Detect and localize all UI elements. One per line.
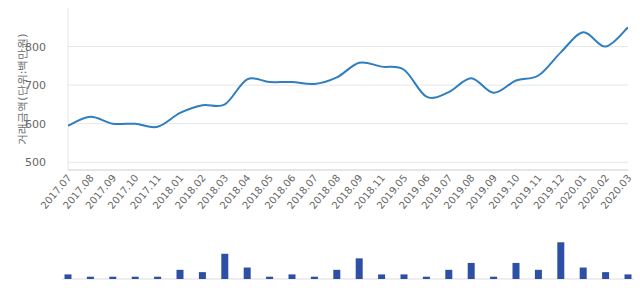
volume-bar — [401, 274, 408, 279]
volume-bar — [580, 268, 587, 279]
x-tick-label: 2020.03 — [599, 172, 634, 211]
volume-bar — [132, 277, 139, 279]
axis-line — [68, 170, 628, 171]
price-line — [68, 27, 628, 127]
volume-bar — [177, 270, 184, 279]
grid-line — [68, 162, 628, 163]
volume-bar — [356, 258, 363, 279]
volume-bar — [87, 277, 94, 279]
volume-bar — [199, 272, 206, 279]
volume-bar — [311, 277, 318, 279]
volume-bar — [154, 277, 161, 279]
volume-bar — [109, 277, 116, 279]
volume-bar — [468, 263, 475, 279]
volume-bar — [221, 254, 228, 279]
volume-bar — [535, 270, 542, 279]
y-axis-label: 거래금액(단위:백만원) — [16, 33, 29, 144]
volume-bar — [266, 277, 273, 279]
axis-line — [62, 279, 634, 280]
y-tick-label: 500 — [25, 156, 46, 169]
volume-bar — [513, 263, 520, 279]
volume-bar — [490, 277, 497, 279]
axis-line — [68, 8, 69, 170]
volume-bar — [378, 274, 385, 279]
grid-line — [68, 123, 628, 124]
volume-bar — [557, 242, 564, 279]
grid-line — [68, 85, 628, 86]
chart: 500600700800거래금액(단위:백만원)2017.072017.0820… — [0, 0, 640, 294]
volume-bar — [65, 274, 72, 279]
volume-bar — [625, 274, 632, 279]
volume-bar — [244, 268, 251, 279]
volume-bar — [333, 270, 340, 279]
grid-line — [68, 46, 628, 47]
volume-bar — [602, 272, 609, 279]
volume-bar — [445, 270, 452, 279]
volume-bar — [423, 277, 430, 279]
volume-bar — [289, 274, 296, 279]
